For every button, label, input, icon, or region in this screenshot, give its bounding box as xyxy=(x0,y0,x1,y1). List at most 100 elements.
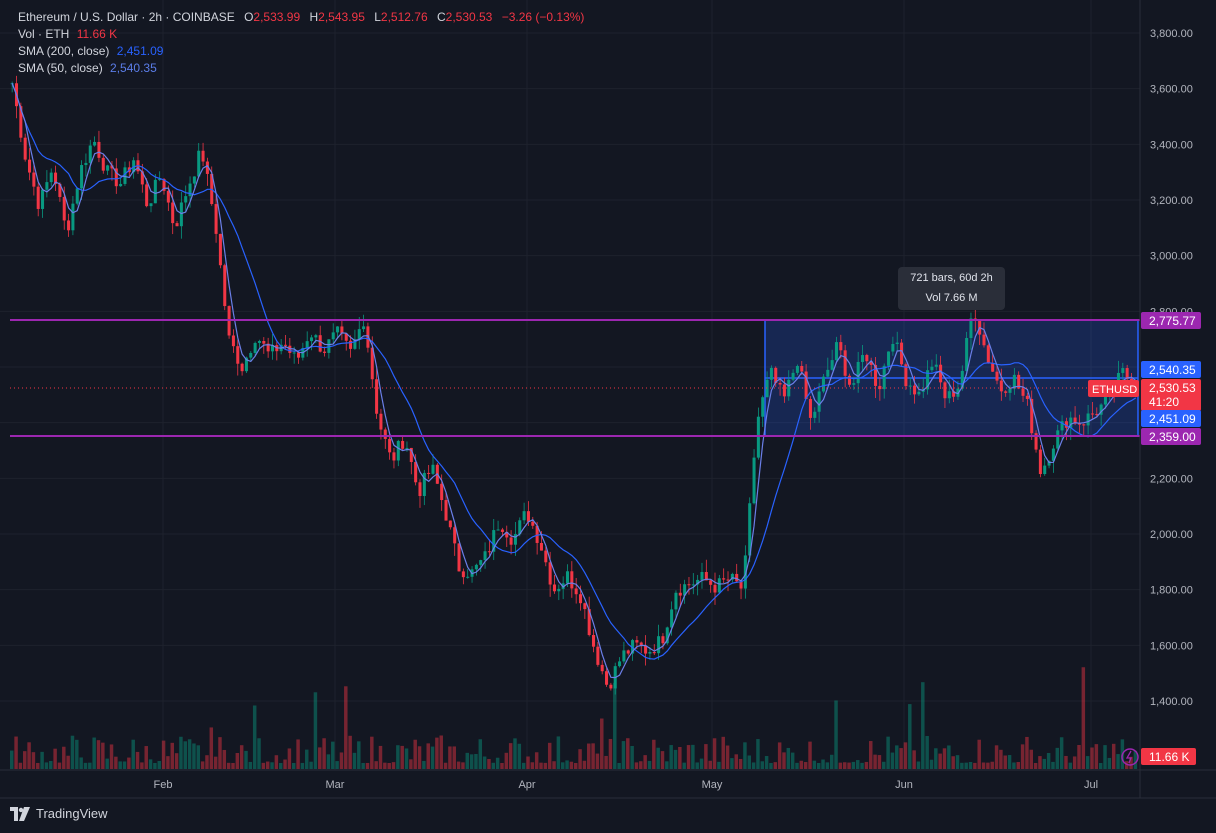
volume-bar xyxy=(335,761,339,769)
volume-bar xyxy=(439,735,443,769)
volume-legend-row[interactable]: Vol · ETH 11.66 K xyxy=(18,26,584,43)
volume-bar xyxy=(383,762,387,769)
volume-bar xyxy=(851,761,856,769)
candle-body xyxy=(171,202,175,224)
candle-body xyxy=(492,530,496,552)
volume-bar xyxy=(148,759,153,769)
volume-bar xyxy=(361,762,365,769)
candle-body xyxy=(952,391,956,397)
volume-bar xyxy=(951,756,955,769)
candle-body xyxy=(80,165,84,189)
candle-body xyxy=(296,352,301,358)
volume-bar xyxy=(704,744,708,769)
lightning-icon[interactable] xyxy=(1121,748,1139,766)
volume-bar xyxy=(461,762,465,769)
price-tick-label: 3,400.00 xyxy=(1150,139,1193,151)
candle-body xyxy=(84,162,88,166)
volume-bar xyxy=(1051,761,1055,769)
volume-bar xyxy=(75,739,79,769)
candle-body xyxy=(283,344,288,346)
candle-body xyxy=(526,511,530,522)
price-axis[interactable]: 3,800.00 3,600.00 3,400.00 3,200.00 3,000.00… xyxy=(1150,28,1193,708)
price-candles xyxy=(10,75,1138,695)
candle-body xyxy=(739,581,743,589)
candle-body xyxy=(943,382,947,399)
sma50-legend-row[interactable]: SMA (50, close) 2,540.35 xyxy=(18,60,584,77)
sma200-label: SMA (200, close) xyxy=(18,44,110,58)
volume-bar xyxy=(213,756,218,769)
candle-body xyxy=(340,326,344,334)
volume-bar xyxy=(968,761,973,769)
candle-body xyxy=(54,172,58,184)
candle-body xyxy=(379,413,383,430)
candle-body xyxy=(539,542,543,551)
candle-body xyxy=(982,334,986,346)
volume-bar xyxy=(300,762,305,769)
candle-body xyxy=(474,564,478,570)
candle-body xyxy=(1082,424,1086,426)
volume-bar xyxy=(552,761,556,769)
candle-body xyxy=(774,367,778,383)
volume-bar xyxy=(370,736,374,769)
candle-body xyxy=(913,385,917,395)
volume-bar xyxy=(643,755,647,769)
candle-body xyxy=(522,511,526,521)
candle-body xyxy=(58,183,62,197)
volume-bar xyxy=(144,746,148,769)
volume-bar xyxy=(560,762,565,769)
volume-bar xyxy=(1077,744,1081,769)
candle-body xyxy=(795,365,799,373)
time-tick-label: Jul xyxy=(1084,779,1098,791)
candle-body xyxy=(388,438,392,453)
range-measure-tooltip: 721 bars, 60d 2h Vol 7.66 M xyxy=(898,267,1005,310)
volume-bar xyxy=(426,743,430,769)
volume-bar xyxy=(955,755,960,769)
sma200-legend-row[interactable]: SMA (200, close) 2,451.09 xyxy=(18,43,584,60)
volume-bar xyxy=(1055,747,1060,769)
volume-bar xyxy=(665,761,669,769)
candle-body xyxy=(223,265,227,307)
time-axis[interactable]: Feb Mar Apr May Jun Jul xyxy=(154,779,1099,791)
candle-body xyxy=(1060,421,1064,431)
svg-text:2,540.35: 2,540.35 xyxy=(1149,363,1196,377)
candle-body xyxy=(939,364,943,383)
volume-bar xyxy=(513,738,517,769)
candle-body xyxy=(834,342,838,361)
volume-bar xyxy=(452,746,456,769)
candle-body xyxy=(418,482,422,497)
candle-body xyxy=(670,609,674,628)
symbol-legend-row[interactable]: Ethereum / U.S. Dollar · 2h · COINBASE O… xyxy=(18,9,584,26)
candle-body xyxy=(496,529,500,531)
tradingview-logo-icon xyxy=(10,806,30,821)
volume-bar xyxy=(647,760,652,769)
volume-bar xyxy=(864,761,869,769)
volume-bar xyxy=(83,762,88,769)
volume-bar xyxy=(88,762,92,769)
candle-body xyxy=(36,186,40,209)
candle-body xyxy=(865,355,869,362)
volume-bar xyxy=(816,762,821,769)
candle-body xyxy=(353,339,357,349)
sma-50-line[interactable] xyxy=(11,83,1137,679)
sma-200-line[interactable] xyxy=(11,83,1137,660)
candle-body xyxy=(188,183,192,197)
candle-body xyxy=(878,385,882,390)
volume-bar xyxy=(305,749,309,769)
volume-bar xyxy=(556,736,561,769)
candle-body xyxy=(414,462,418,483)
candle-body xyxy=(140,171,144,185)
volume-bar xyxy=(808,741,812,769)
footer-brand[interactable]: TradingView xyxy=(10,806,108,821)
candle-body xyxy=(1004,391,1008,393)
candle-body xyxy=(544,550,548,563)
volume-bar xyxy=(183,741,188,769)
open-value: 2,533.99 xyxy=(253,10,301,24)
symbol-title: Ethereum / U.S. Dollar · 2h · COINBASE xyxy=(18,10,235,24)
candle-body xyxy=(900,342,904,365)
candle-body xyxy=(609,684,613,689)
candle-body xyxy=(344,333,348,341)
candle-body xyxy=(114,168,118,187)
volume-bar xyxy=(391,762,396,769)
volume-bar xyxy=(170,742,174,769)
